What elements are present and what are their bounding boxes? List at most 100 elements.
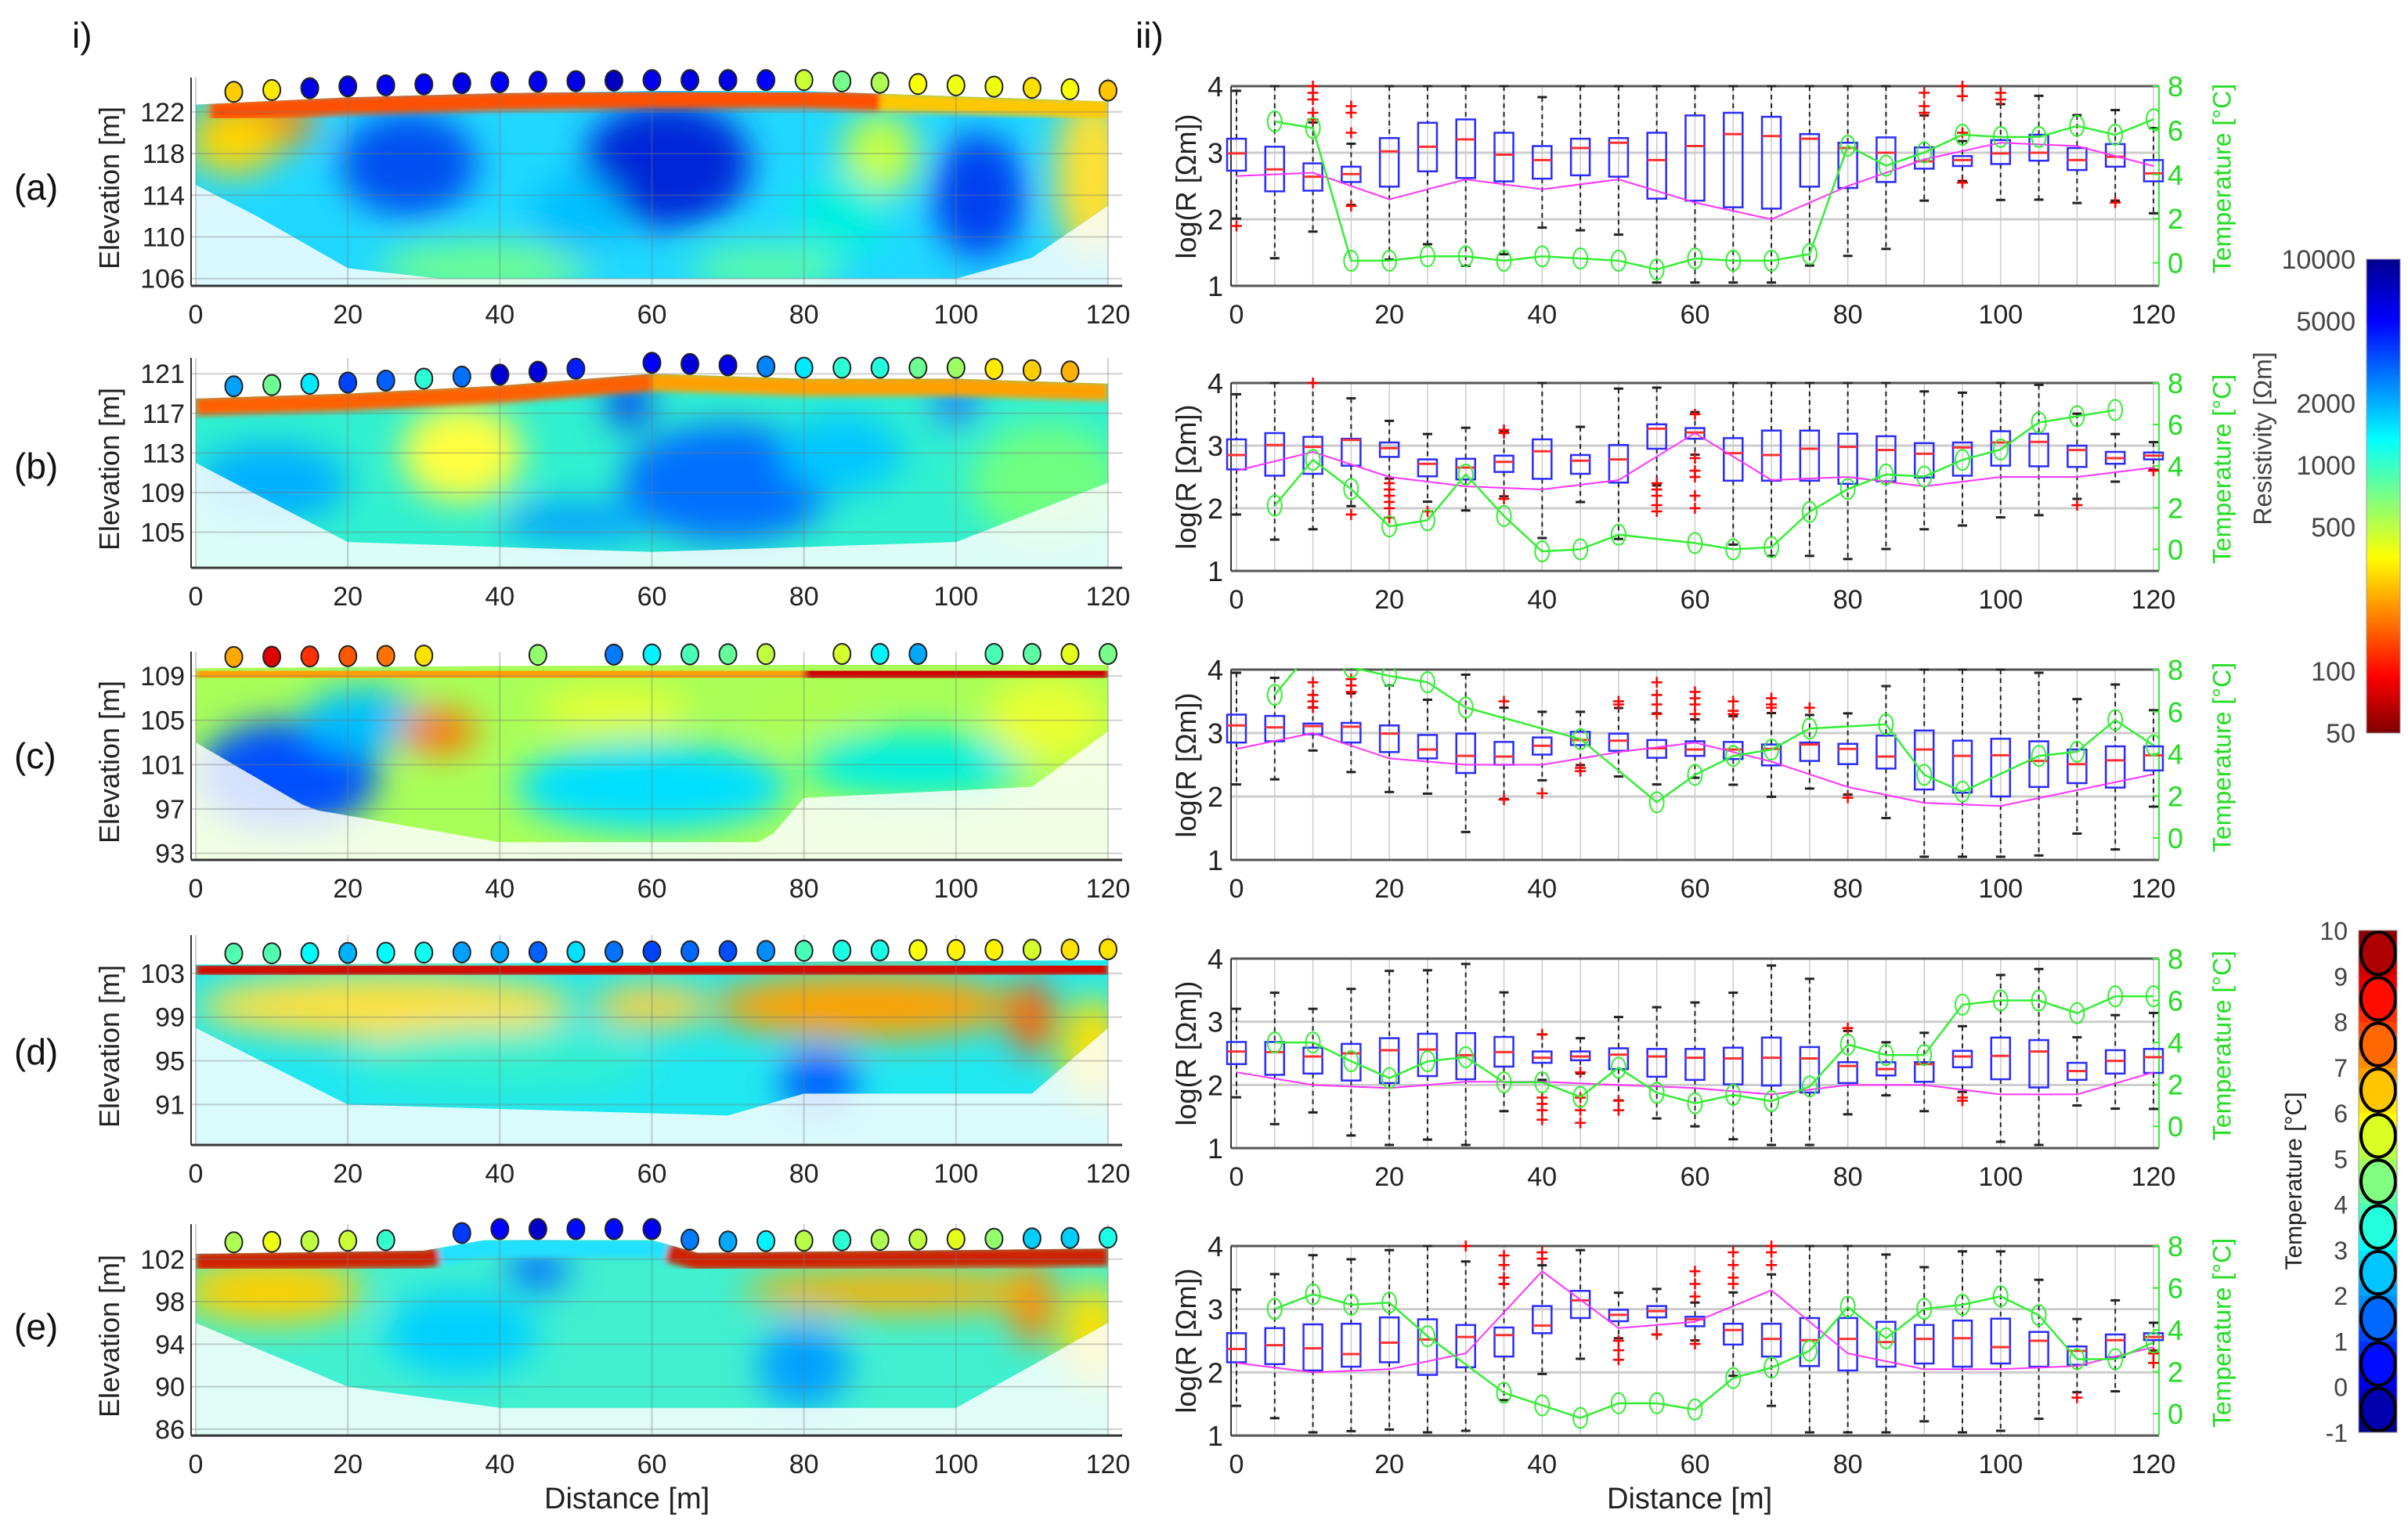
resistivity-anomaly <box>378 242 591 279</box>
electrode-temperature-marker <box>300 77 320 99</box>
box <box>1990 738 2012 798</box>
log-resistivity-tick-label: 1 <box>1208 844 1223 876</box>
outlier-marker <box>1612 1104 1624 1116</box>
box <box>1723 437 1744 482</box>
distance-tick-label: 80 <box>1833 585 1863 615</box>
electrode-temperature-marker <box>414 367 434 390</box>
resistivity-anomaly <box>758 1323 850 1408</box>
temperature-marker <box>1955 449 1971 471</box>
outlier-marker <box>1689 409 1701 420</box>
log-resistivity-tick-label: 1 <box>1208 555 1223 587</box>
distance-tick-label: 0 <box>189 874 204 904</box>
temperature-marker <box>2145 734 2159 757</box>
temperature-marker <box>1955 993 1971 1016</box>
temperature-marker <box>1725 745 1742 768</box>
electrode-temperature-marker <box>870 939 890 962</box>
temperature-marker <box>2031 1304 2047 1327</box>
resistivity-anomaly <box>348 1028 652 1094</box>
log-resistivity-axis-title-c: log(R [Ωm]) <box>1170 692 1202 837</box>
temperature-colorbar-marker <box>2359 930 2397 977</box>
tomogram-panel-c: 93 97 101 105 109 0 20 40 60 80 100 120 <box>140 642 1130 904</box>
electrode-temperature-marker <box>604 643 623 666</box>
distance-tick-label: 120 <box>1086 300 1131 330</box>
tomogram-image <box>196 374 1108 552</box>
resistivity-anomaly <box>1009 978 1055 1056</box>
outlier-marker <box>1842 1022 1854 1034</box>
outlier-marker <box>1919 107 1930 118</box>
electrode-temperature-marker <box>262 645 282 668</box>
temperature-marker <box>1878 713 1894 735</box>
electrode-temperature-marker <box>794 69 814 92</box>
temperature-marker <box>1305 1031 1321 1054</box>
temperature-clipped <box>1266 668 2159 814</box>
temperature-marker <box>1801 717 1818 740</box>
resistivity-colorbar <box>2366 258 2401 734</box>
electrode-temperature-marker <box>870 71 890 94</box>
outlier-marker <box>1345 509 1357 520</box>
elevation-tick-label: 94 <box>155 1330 185 1360</box>
log-resistivity-tick-label: 2 <box>1208 1069 1223 1101</box>
resistivity-tick-label: 10000 <box>2281 245 2356 275</box>
box <box>1532 145 1553 180</box>
distance-tick-label: 60 <box>637 874 667 904</box>
box <box>2028 1038 2049 1089</box>
electrode-temperature-marker <box>1098 1226 1117 1249</box>
temperature-colorbar-tick-label: 10 <box>2320 917 2348 945</box>
temperature-marker <box>1916 1044 1933 1067</box>
tomogram-image <box>196 91 1108 279</box>
distance-tick-label: 20 <box>333 874 363 904</box>
temperature-marker <box>1610 1392 1626 1414</box>
temperature-marker <box>1878 1044 1894 1067</box>
box <box>1455 732 1476 775</box>
temperature-marker <box>1648 791 1665 814</box>
distance-tick-label: 80 <box>1833 300 1863 330</box>
box <box>1226 1332 1247 1363</box>
temperature-marker <box>1764 249 1780 272</box>
outlier-marker <box>1651 490 1662 501</box>
distance-tick-label: 60 <box>1681 585 1710 615</box>
electrode-temperature-marker <box>832 642 852 665</box>
distance-tick-label: 40 <box>1527 585 1557 615</box>
outlier-marker <box>1651 1328 1662 1340</box>
electrode-temperature-marker <box>870 356 890 379</box>
log-resistivity-tick-label: 4 <box>1208 1230 1223 1262</box>
temperature-marker <box>1648 258 1665 281</box>
electrode-temperature-marker <box>262 942 282 965</box>
distance-tick-label: 100 <box>1978 585 2023 615</box>
distance-tick-label: 100 <box>933 874 978 904</box>
box <box>1837 432 1858 486</box>
electrode-temperature-marker <box>984 75 1004 98</box>
electrode-temperature-marker <box>376 369 395 392</box>
electrode-temperature-marker <box>566 1218 586 1241</box>
elevation-tick-label: 102 <box>140 1245 185 1275</box>
temperature-marker <box>1266 1298 1283 1320</box>
temperature-marker <box>1457 1046 1474 1068</box>
temperature-marker <box>1496 504 1512 527</box>
outlier-marker <box>1498 1278 1510 1290</box>
outlier-marker <box>2071 1392 2083 1403</box>
box <box>1608 443 1630 484</box>
temperature-marker <box>1610 523 1626 546</box>
electrode-temperature-marker <box>718 1230 738 1253</box>
elevation-tick-label: 105 <box>140 706 185 736</box>
temperature-line <box>1273 668 2154 804</box>
temperature-marker <box>1534 1394 1551 1417</box>
elevation-tick-label: 113 <box>143 439 185 468</box>
resistivity-anomaly <box>537 687 690 731</box>
temperature-marker <box>1916 465 1933 488</box>
resistivity-anomaly <box>401 403 523 503</box>
electrode-temperature-marker <box>300 1230 320 1252</box>
distance-tick-label: 120 <box>1086 1159 1131 1189</box>
electrode-temperature-marker <box>908 1228 928 1251</box>
temperature-marker <box>1992 989 2009 1012</box>
part-label-left: i) <box>72 15 92 56</box>
distance-tick-label: 100 <box>933 1450 978 1479</box>
electrode-temperature-marker <box>452 72 471 95</box>
electrode-temperature-marker <box>984 938 1004 961</box>
temperature-marker <box>1648 1392 1665 1414</box>
box <box>1378 724 1400 753</box>
electrode-temperature-marker <box>984 358 1004 381</box>
log-resistivity-tick-label: 4 <box>1208 70 1223 103</box>
